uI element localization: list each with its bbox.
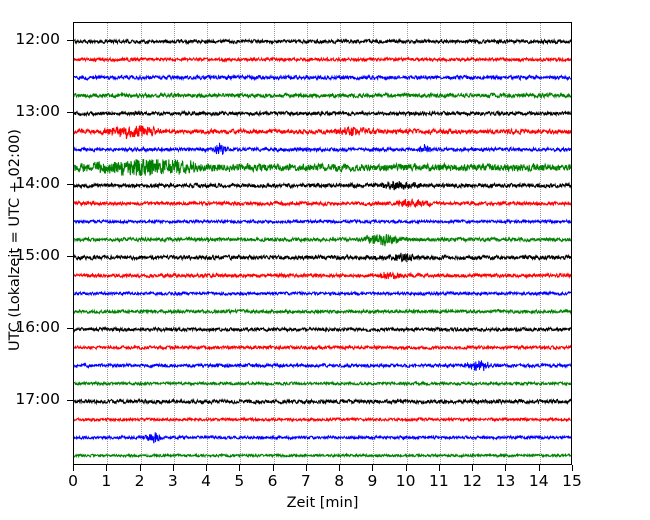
trace-1645 [74,375,571,392]
trace-1215 [74,51,571,68]
y-tick-1400 [67,184,73,185]
x-tick-5 [239,465,241,471]
x-tick-label-6: 6 [267,472,278,490]
trace-1715 [74,411,571,428]
x-tick-label-4: 4 [201,472,211,490]
x-tick-label-15: 15 [562,472,582,490]
gridline-x-11 [439,23,441,464]
gridline-x-9 [373,23,375,464]
x-tick-3 [172,465,174,471]
gridline-x-10 [406,23,408,464]
y-tick-1200 [67,40,73,41]
x-tick-label-14: 14 [528,472,549,490]
trace-1730 [74,429,571,446]
x-tick-0 [73,465,74,471]
x-tick-label-8: 8 [334,472,345,490]
x-tick-9 [372,465,374,471]
x-tick-label-10: 10 [395,472,416,490]
x-tick-10 [405,465,407,471]
gridline-x-1 [107,23,109,464]
x-tick-label-5: 5 [234,472,245,490]
gridline-x-5 [240,23,242,464]
trace-1530 [74,285,571,302]
trace-1600 [74,321,571,338]
x-tick-4 [206,465,208,471]
x-tick-15 [572,465,573,471]
y-tick-1500 [67,256,73,257]
x-tick-label-0: 0 [68,472,78,490]
trace-1200 [74,33,571,50]
gridline-x-6 [273,23,275,464]
trace-1345 [74,159,571,176]
gridline-x-4 [207,23,209,464]
trace-1445 [74,231,571,248]
gridline-x-7 [306,23,308,464]
trace-1400 [74,177,571,194]
x-tick-label-9: 9 [367,472,378,490]
x-tick-12 [472,465,474,471]
y-tick-label-1200: 12:00 [15,30,60,48]
x-tick-label-1: 1 [101,472,112,490]
x-tick-label-3: 3 [167,472,178,490]
y-tick-label-1700: 17:00 [15,390,60,408]
y-tick-1700 [67,400,73,401]
trace-1745 [74,447,571,464]
gridline-x-13 [506,23,508,464]
x-tick-6 [272,465,274,471]
y-tick-label-1500: 15:00 [15,246,60,264]
trace-1300 [74,105,571,122]
x-tick-13 [505,465,507,471]
gridline-x-2 [140,23,142,464]
y-tick-label-1600: 16:00 [15,318,60,336]
plot-area [73,22,572,465]
trace-1545 [74,303,571,320]
x-tick-14 [538,465,540,471]
trace-1500 [74,249,571,266]
x-tick-label-12: 12 [462,472,483,490]
x-tick-2 [139,465,141,471]
x-tick-7 [305,465,307,471]
y-tick-label-1300: 13:00 [15,102,60,120]
gridline-x-12 [473,23,475,464]
y-tick-1300 [67,112,73,113]
trace-1330 [74,141,571,158]
trace-1515 [74,267,571,284]
x-tick-1 [106,465,108,471]
x-tick-label-11: 11 [429,472,449,490]
trace-1630 [74,357,571,374]
gridline-x-3 [173,23,175,464]
trace-1230 [74,69,571,86]
trace-1430 [74,213,571,230]
x-tick-11 [438,465,440,471]
trace-1415 [74,195,571,212]
y-tick-1600 [67,328,73,329]
gridline-x-14 [539,23,541,464]
x-axis-label: Zeit [min] [286,495,359,511]
x-tick-8 [339,465,341,471]
gridline-x-8 [340,23,342,464]
trace-1245 [74,87,571,104]
x-tick-label-7: 7 [300,472,311,490]
x-tick-label-13: 13 [495,472,516,490]
trace-1615 [74,339,571,356]
x-tick-label-2: 2 [134,472,145,490]
y-tick-label-1400: 14:00 [15,174,60,192]
trace-1700 [74,393,571,410]
trace-1315 [74,123,571,140]
